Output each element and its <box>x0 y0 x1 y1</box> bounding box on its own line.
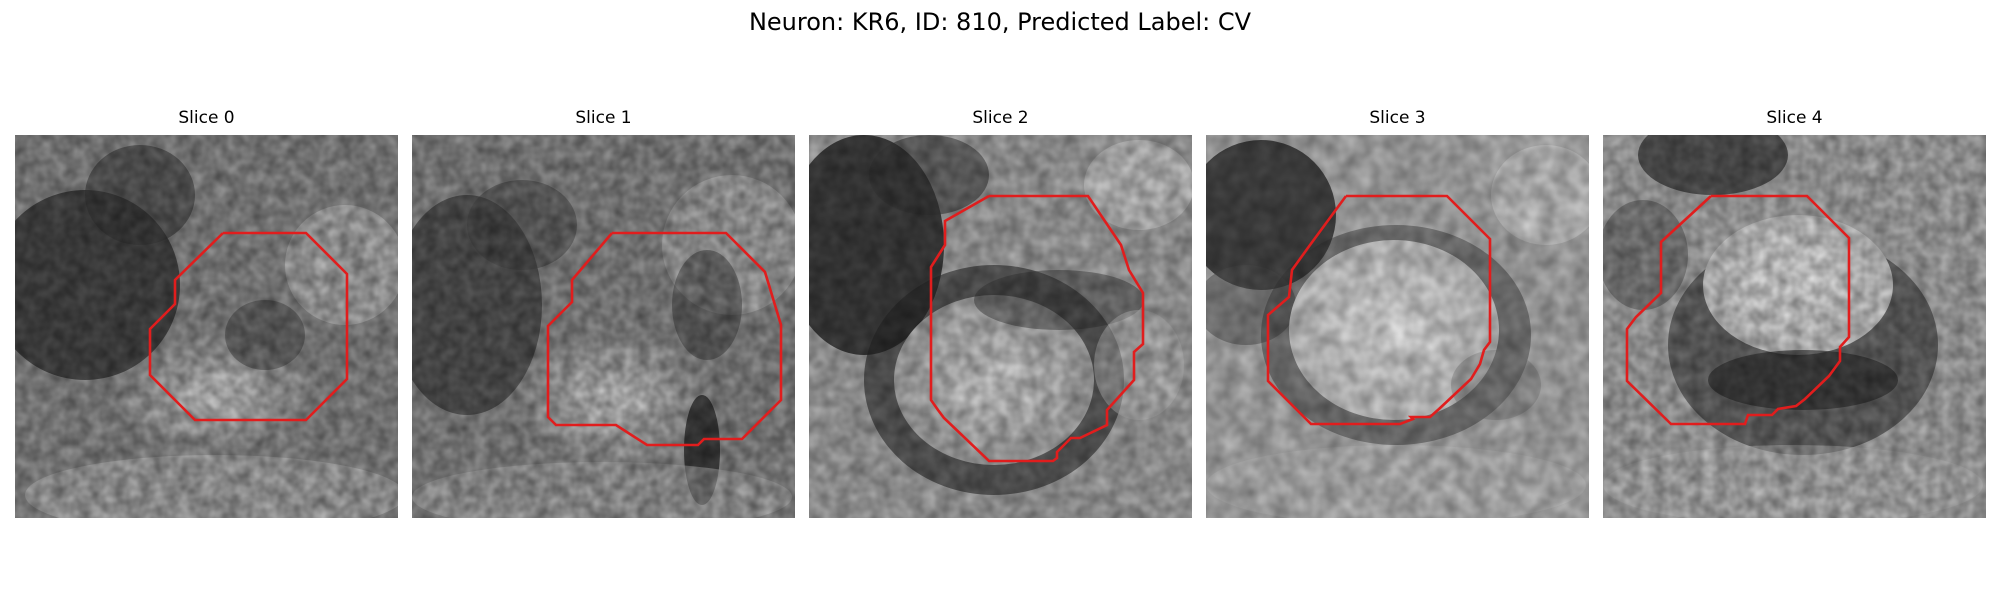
slice-title-0: Slice 0 <box>178 108 235 128</box>
slice-image-1 <box>412 135 795 518</box>
slice-title-2: Slice 2 <box>972 108 1029 128</box>
slice-image-2 <box>809 135 1192 518</box>
slice-title-1: Slice 1 <box>575 108 632 128</box>
segmentation-contour <box>148 231 349 422</box>
image-texture <box>412 135 795 518</box>
figure-title: Neuron: KR6, ID: 810, Predicted Label: C… <box>748 8 1252 36</box>
slice-image-4 <box>1603 135 1986 518</box>
segmentation-contour <box>1266 194 1492 426</box>
slice-image-3 <box>1206 135 1589 518</box>
slice-title-4: Slice 4 <box>1766 108 1823 128</box>
image-texture <box>15 135 398 518</box>
segmentation-contour <box>546 231 783 447</box>
image-texture <box>1206 135 1589 518</box>
image-texture <box>1603 135 1986 518</box>
slice-image-0 <box>15 135 398 518</box>
segmentation-contour <box>1625 194 1851 426</box>
image-texture <box>809 135 1192 518</box>
segmentation-contour <box>929 194 1145 463</box>
slice-title-3: Slice 3 <box>1369 108 1426 128</box>
